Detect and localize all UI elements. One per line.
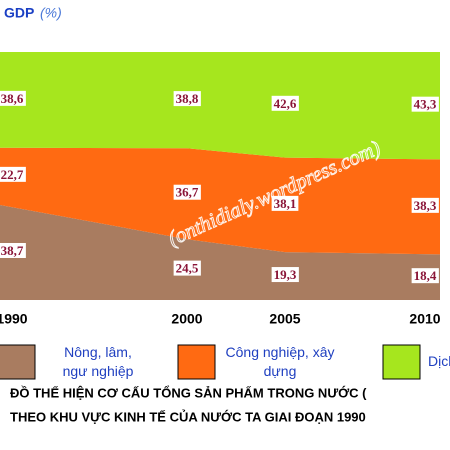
value-label: 19,3	[274, 267, 297, 282]
value-label: 43,3	[414, 97, 437, 112]
value-label-bg	[411, 96, 439, 112]
value-label-bg	[0, 166, 26, 182]
legend-label: Nông, lâm, ngư nghiệp	[62, 344, 134, 379]
value-label: 38,8	[176, 91, 199, 106]
plot-right-blank	[440, 50, 450, 302]
value-label: 38,6	[1, 91, 24, 106]
value-label: 36,7	[176, 185, 199, 200]
x-tick-label: 2010	[409, 311, 440, 327]
legend-label: Công nghiệp, xây dựng	[225, 344, 335, 379]
caption-line: ĐỒ THỂ HIỆN CƠ CẤU TỔNG SẢN PHẨM TRONG N…	[10, 385, 367, 400]
legend-swatch	[0, 344, 36, 380]
y-unit: (%)	[40, 5, 62, 21]
value-label-bg	[271, 195, 299, 211]
x-tick-label: 2005	[269, 311, 300, 327]
area	[0, 147, 440, 255]
value-label-bg	[173, 184, 201, 200]
area	[0, 52, 440, 160]
value-label: 24,5	[176, 261, 199, 276]
value-label-bg	[173, 91, 201, 107]
x-tick-label: 2000	[171, 311, 202, 327]
value-label: 18,4	[414, 268, 437, 283]
value-label-bg	[0, 90, 26, 106]
caption-line: THEO KHU VỰC KINH TẾ CỦA NƯỚC TA GIAI ĐO…	[10, 409, 366, 424]
legend-swatch	[177, 344, 216, 380]
value-label: 38,3	[414, 198, 437, 213]
value-label-bg	[411, 268, 439, 284]
value-label: 38,7	[1, 243, 24, 258]
value-label-bg	[173, 260, 201, 276]
x-tick-label: 1990	[0, 311, 28, 327]
value-label: 42,6	[274, 96, 297, 111]
value-label-bg	[411, 197, 439, 213]
legend-label: Dịch vụ	[428, 353, 450, 369]
area	[0, 204, 440, 300]
value-label: 38,1	[274, 196, 297, 211]
value-label-bg	[271, 95, 299, 111]
legend-swatch	[382, 344, 421, 380]
value-label-bg	[271, 267, 299, 283]
value-label-bg	[0, 242, 26, 258]
value-label: 22,7	[1, 167, 24, 182]
y-label: GDP	[4, 5, 34, 21]
